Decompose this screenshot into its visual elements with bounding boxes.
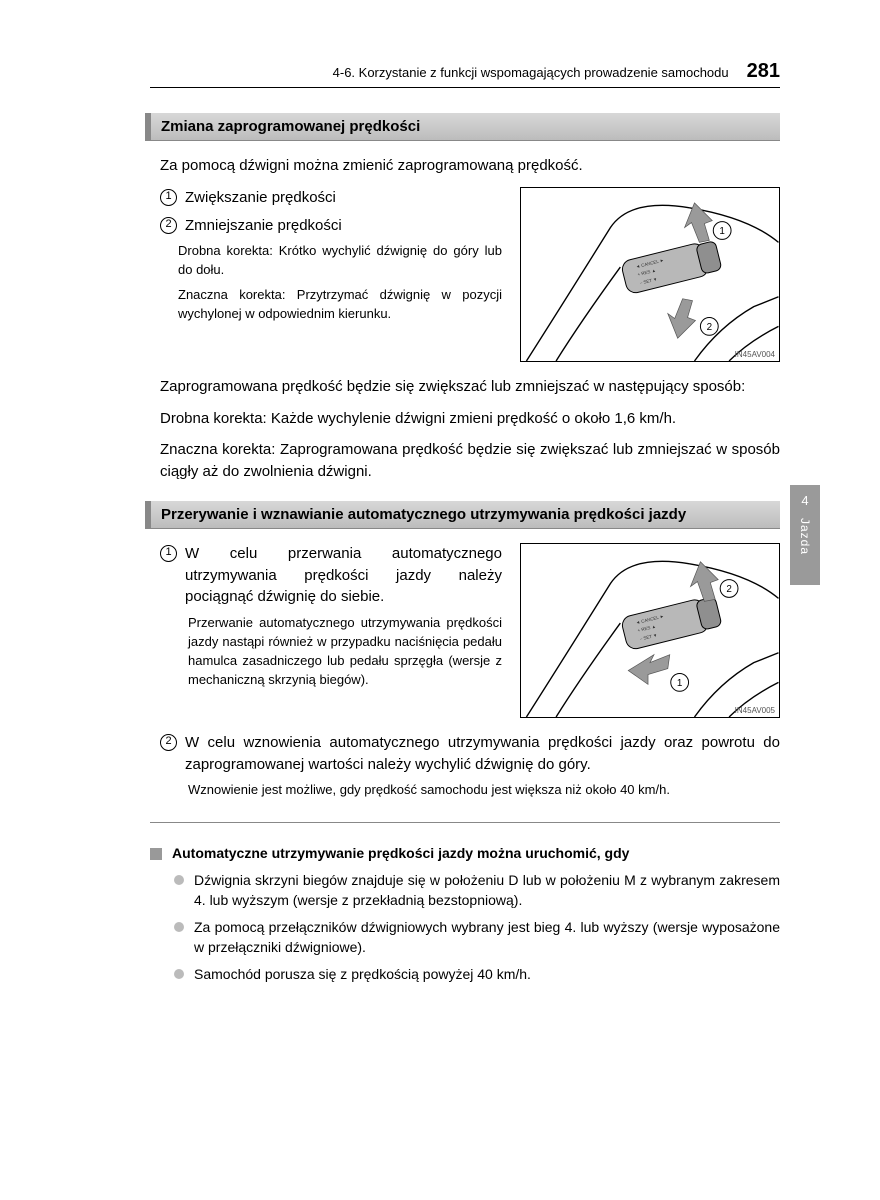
figure1-caption: IN45AV004	[735, 350, 775, 359]
section1-item1: Zwiększanie prędkości	[185, 187, 336, 209]
fig1-callout-2: 2	[707, 322, 713, 333]
section2-item1-note: Przerwanie automatycznego utrzymywania p…	[188, 614, 502, 689]
page-content: 4-6. Korzystanie z funkcji wspomagającyc…	[0, 0, 880, 1043]
sec2-step-marker-1: 1	[160, 545, 177, 562]
section3-bullet3: Samochód porusza się z prędkością powyże…	[194, 965, 531, 985]
section1-intro: Za pomocą dźwigni można zmienić zaprogra…	[160, 155, 780, 177]
square-bullet-icon	[150, 848, 162, 860]
page-header: 4-6. Korzystanie z funkcji wspomagającyc…	[150, 60, 780, 88]
section3-bullet1: Dźwignia skrzyni biegów znajduje się w p…	[194, 871, 780, 910]
section-heading-interrupt-resume: Przerywanie i wznawianie automatycznego …	[145, 501, 780, 529]
figure-cruise-lever-1: ◄ CANCEL ► + RES ▲ − SET ▼ 1 2 IN45AV004	[520, 187, 780, 362]
sec2-step-marker-2: 2	[160, 734, 177, 751]
disc-bullet-icon	[174, 969, 184, 979]
fig1-callout-1: 1	[719, 226, 725, 237]
page-number: 281	[747, 60, 780, 83]
section2-item2: W celu wznowienia automatycznego utrzymy…	[185, 732, 780, 776]
section1-after1: Zaprogramowana prędkość będzie się zwięk…	[160, 376, 780, 398]
section1-note2: Znaczna korekta: Przytrzymać dźwignię w …	[178, 286, 502, 324]
step-marker-1: 1	[160, 189, 177, 206]
section1-after3: Znaczna korekta: Zaprogramowana prędkość…	[160, 439, 780, 483]
step-marker-2: 2	[160, 217, 177, 234]
figure-cruise-lever-2: ◄ CANCEL ► + RES ▲ − SET ▼ 2 1 IN45AV005	[520, 543, 780, 718]
section1-after2: Drobna korekta: Każde wychylenie dźwigni…	[160, 408, 780, 430]
disc-bullet-icon	[174, 875, 184, 885]
figure2-caption: IN45AV005	[735, 706, 775, 715]
fig2-callout-1: 1	[677, 678, 683, 689]
section2-item2-note: Wznowienie jest możliwe, gdy prędkość sa…	[188, 781, 780, 800]
section3-heading: Automatyczne utrzymywanie prędkości jazd…	[172, 845, 629, 861]
section2-item1: W celu przerwania automatycznego utrzymy…	[185, 543, 502, 608]
section1-note1: Drobna korekta: Krótko wychylić dźwignię…	[178, 242, 502, 280]
section1-item2: Zmniejszanie prędkości	[185, 215, 342, 237]
section-heading-speed-change: Zmiana zaprogramowanej prędkości	[145, 113, 780, 141]
section3-bullet2: Za pomocą przełączników dźwigniowych wyb…	[194, 918, 780, 957]
fig2-callout-2: 2	[726, 584, 732, 595]
disc-bullet-icon	[174, 922, 184, 932]
header-section-label: 4-6. Korzystanie z funkcji wspomagającyc…	[150, 65, 729, 80]
